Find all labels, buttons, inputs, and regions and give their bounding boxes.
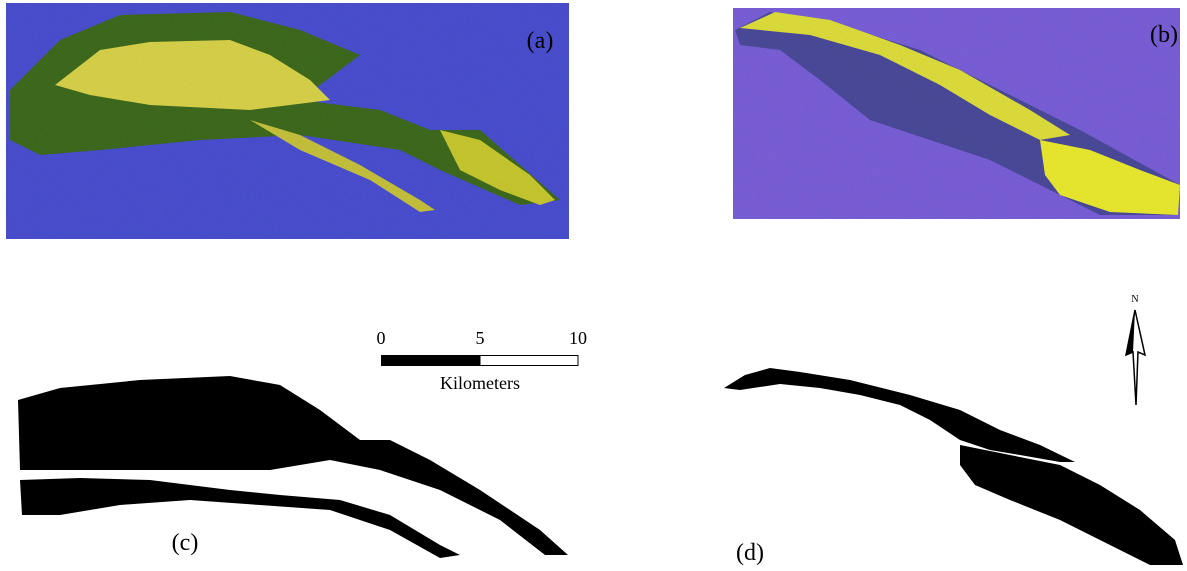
panel-label: (a)	[527, 28, 554, 54]
land-mask	[20, 478, 460, 558]
panel-b: (b)	[733, 8, 1180, 219]
land-mask	[724, 368, 1075, 462]
scale-label: 0	[377, 328, 386, 348]
scale-label: 5	[476, 328, 485, 348]
panel-a: (a)	[6, 3, 569, 239]
land-mask	[960, 445, 1183, 565]
panel-c: (c)	[18, 376, 568, 558]
north-arrow: N	[1126, 294, 1145, 405]
panel-label: (c)	[172, 530, 199, 556]
arrow	[1126, 310, 1145, 405]
land-mask	[18, 376, 568, 555]
panel-d: (d)	[724, 368, 1183, 566]
scale-segment	[381, 355, 480, 366]
panel-label: (b)	[1150, 22, 1178, 48]
figure: (a) (b) 0 5 10 Kilometers (c) N (d)	[0, 0, 1187, 571]
scale-segment	[480, 356, 578, 366]
scale-bar: 0 5 10 Kilometers	[377, 328, 588, 393]
scale-label: 10	[569, 328, 587, 348]
scale-unit: Kilometers	[440, 373, 520, 393]
panel-label: (d)	[736, 540, 764, 566]
north-label: N	[1131, 294, 1138, 305]
